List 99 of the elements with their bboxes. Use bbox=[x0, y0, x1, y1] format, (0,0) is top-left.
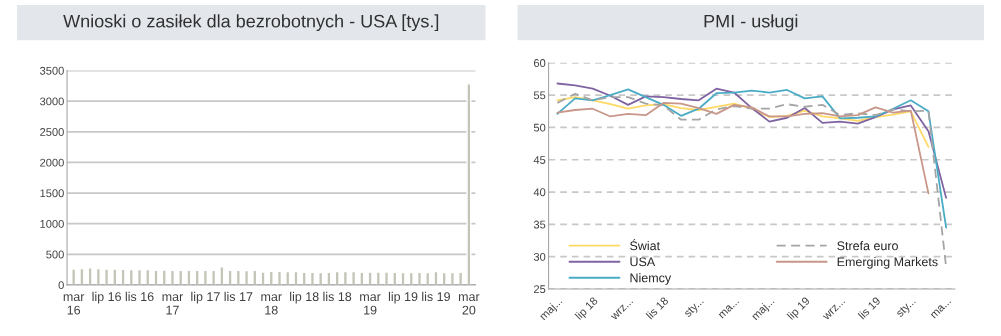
bar bbox=[268, 270, 274, 285]
x-tick-label: mar 17 bbox=[162, 294, 184, 315]
bar bbox=[375, 271, 381, 285]
bar bbox=[87, 267, 93, 285]
y-tick-label: 1000 bbox=[40, 219, 64, 228]
bar bbox=[301, 271, 307, 285]
y-tick-label: 0 bbox=[58, 281, 64, 290]
bar bbox=[458, 271, 464, 285]
bar bbox=[252, 269, 258, 285]
chart-title: PMI - usługi bbox=[704, 14, 798, 32]
y-tick-label: 30 bbox=[533, 252, 546, 261]
y-tick-label: 45 bbox=[533, 156, 546, 164]
x-tick-label: lip 19 bbox=[388, 291, 418, 304]
legend-label: USA bbox=[630, 257, 656, 267]
x-tick-label: ma... bbox=[930, 298, 952, 319]
bar bbox=[276, 270, 283, 285]
x-tick-label: mar 19 bbox=[360, 294, 381, 315]
bar bbox=[383, 271, 390, 285]
bar bbox=[351, 270, 357, 285]
legend-label: Strefa euro bbox=[837, 241, 898, 251]
bar bbox=[416, 271, 423, 285]
y-tick-label: 35 bbox=[533, 220, 546, 229]
bar bbox=[79, 267, 85, 285]
line-series bbox=[556, 101, 930, 195]
x-tick-label: lis 18 bbox=[645, 296, 669, 320]
bar bbox=[178, 269, 184, 285]
bar bbox=[425, 271, 431, 285]
bar bbox=[359, 271, 365, 285]
bar bbox=[367, 271, 373, 285]
line-series bbox=[556, 88, 948, 229]
x-tick-label: lip 17 bbox=[191, 291, 220, 304]
bar bbox=[293, 270, 299, 285]
bar bbox=[104, 268, 110, 285]
bar bbox=[153, 269, 159, 285]
y-tick-label: 2500 bbox=[40, 128, 64, 136]
y-tick-label: 500 bbox=[46, 250, 64, 259]
bar bbox=[194, 269, 200, 285]
bar bbox=[449, 271, 455, 285]
bar bbox=[244, 269, 250, 285]
bar bbox=[202, 269, 208, 285]
x-tick-label: lip 18 bbox=[574, 296, 600, 322]
bar bbox=[260, 271, 266, 285]
bar bbox=[211, 269, 217, 285]
x-tick-label: lip 16 bbox=[92, 291, 121, 304]
y-tick-label: 40 bbox=[533, 188, 546, 197]
x-tick-label: mar 16 bbox=[63, 294, 85, 315]
bar bbox=[112, 268, 118, 285]
x-tick-label: wrz... bbox=[822, 298, 846, 321]
bar bbox=[285, 270, 291, 285]
x-tick-label: lis 19 bbox=[422, 291, 450, 302]
y-tick-label: 2000 bbox=[40, 158, 64, 167]
x-tick-label: sty... bbox=[895, 297, 918, 320]
bar bbox=[95, 267, 101, 285]
x-tick-label: lis 16 bbox=[125, 291, 154, 302]
bar bbox=[392, 271, 398, 285]
bar bbox=[71, 268, 77, 285]
line-series bbox=[556, 96, 930, 148]
bar bbox=[161, 269, 167, 285]
y-tick-label: 25 bbox=[533, 285, 546, 294]
x-tick-label: lip 18 bbox=[290, 291, 319, 304]
bar bbox=[128, 268, 134, 285]
legend-label: Niemcy bbox=[630, 273, 672, 285]
x-tick-label: sty... bbox=[683, 297, 706, 320]
legend-label: Emerging Markets bbox=[837, 257, 938, 269]
bar bbox=[318, 271, 324, 285]
y-tick-label: 60 bbox=[533, 59, 546, 67]
bar bbox=[120, 268, 126, 285]
y-tick-label: 55 bbox=[533, 91, 546, 100]
x-tick-label: mar 20 bbox=[458, 294, 480, 315]
bar bbox=[326, 271, 332, 285]
bar bbox=[400, 271, 406, 285]
bar bbox=[136, 268, 143, 285]
x-tick-label: lip 19 bbox=[786, 296, 812, 322]
x-tick-label: mar 18 bbox=[261, 294, 282, 315]
bar bbox=[342, 270, 348, 285]
x-tick-label: wrz... bbox=[610, 298, 634, 321]
bar bbox=[408, 271, 414, 285]
bar bbox=[145, 268, 151, 285]
legend-label: Świat bbox=[630, 238, 660, 251]
x-tick-label: lis 19 bbox=[857, 296, 881, 320]
bar bbox=[433, 270, 439, 285]
bar bbox=[466, 83, 472, 285]
bar bbox=[186, 269, 192, 285]
bar bbox=[169, 269, 176, 285]
y-tick-label: 3500 bbox=[40, 66, 64, 75]
x-tick-label: lis 18 bbox=[323, 291, 352, 302]
y-tick-label: 1500 bbox=[40, 189, 64, 198]
bar bbox=[235, 269, 241, 285]
chart-title: Wnioski o zasiłek dla bezrobotnych - USA [tys.] bbox=[63, 14, 439, 32]
bar bbox=[334, 270, 340, 285]
bar bbox=[227, 269, 233, 285]
bar bbox=[309, 271, 315, 285]
x-tick-label: lis 17 bbox=[224, 291, 253, 302]
bar bbox=[219, 266, 225, 285]
line-series bbox=[556, 82, 948, 199]
x-tick-label: ma... bbox=[718, 298, 740, 319]
y-tick-label: 3000 bbox=[40, 97, 64, 106]
y-tick-label: 50 bbox=[533, 123, 546, 132]
bar bbox=[441, 271, 447, 285]
